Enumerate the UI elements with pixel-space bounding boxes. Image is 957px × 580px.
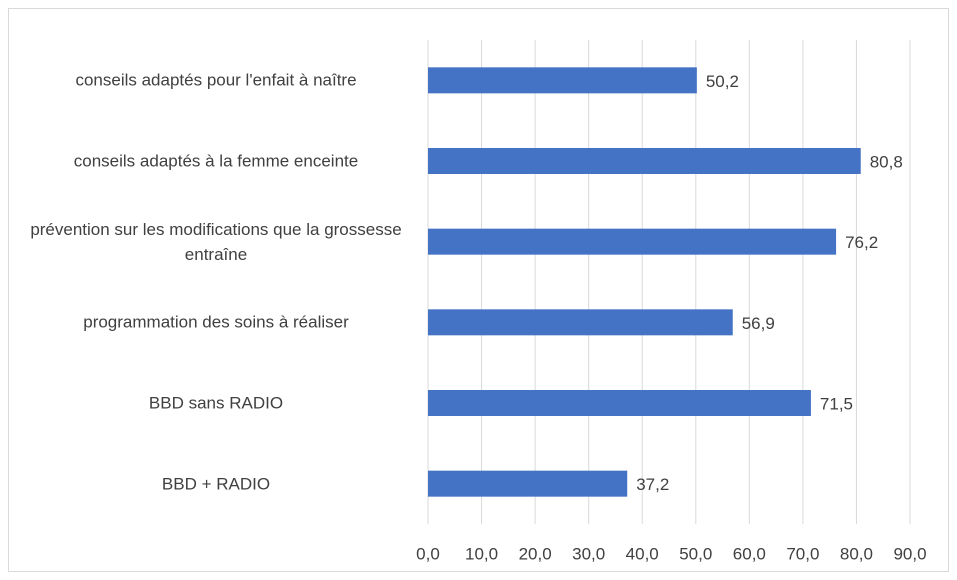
- x-tick-label: 90,0: [893, 544, 926, 563]
- y-tick-label: prévention sur les modifications que la …: [30, 219, 402, 264]
- y-tick-label: conseils adaptés à la femme enceinte: [73, 151, 359, 171]
- x-tick-label: 40,0: [626, 544, 659, 563]
- x-tick-label: 30,0: [572, 544, 605, 563]
- data-label: 76,2: [845, 233, 878, 252]
- y-tick-label: conseils adaptés pour l'enfait à naître: [75, 70, 357, 90]
- bar: [428, 67, 697, 94]
- x-tick-label: 70,0: [786, 544, 819, 563]
- x-tick-label: 60,0: [733, 544, 766, 563]
- y-tick-label: programmation des soins à réaliser: [83, 312, 349, 332]
- bar: [428, 228, 837, 255]
- x-tick-label: 20,0: [519, 544, 552, 563]
- bar: [428, 148, 861, 174]
- x-tick-label: 10,0: [465, 544, 498, 563]
- bar: [428, 390, 811, 416]
- y-tick-label: BBD sans RADIO: [148, 393, 284, 413]
- y-tick-label: BBD + RADIO: [161, 474, 271, 494]
- x-tick-label: 0,0: [416, 544, 440, 563]
- data-label: 50,2: [706, 72, 739, 91]
- bar: [428, 470, 628, 497]
- bar: [428, 309, 733, 336]
- data-label: 71,5: [820, 394, 853, 413]
- data-label: 80,8: [870, 152, 903, 171]
- data-label: 56,9: [742, 314, 775, 333]
- x-tick-label: 80,0: [840, 544, 873, 563]
- x-tick-label: 50,0: [679, 544, 712, 563]
- data-label: 37,2: [636, 475, 669, 494]
